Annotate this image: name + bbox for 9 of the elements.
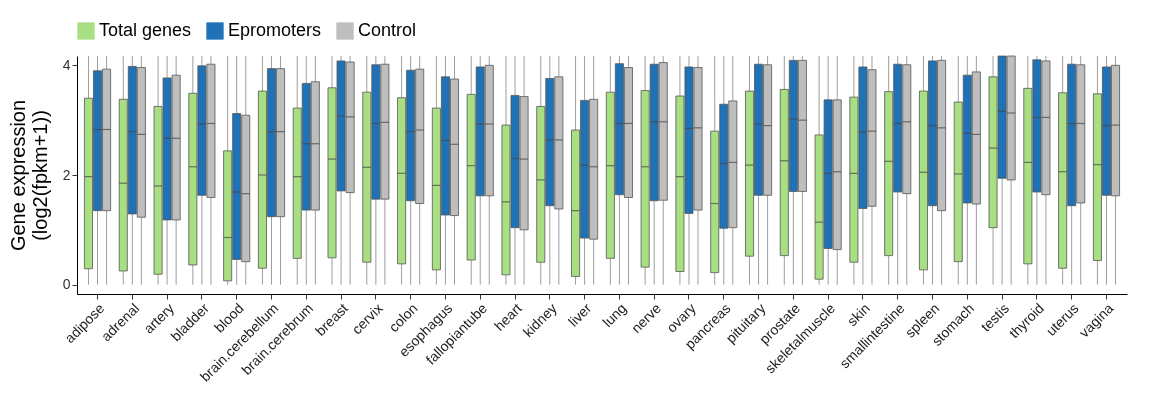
y-axis-title: Gene expression (log2(fpkm+1)) bbox=[6, 99, 51, 252]
legend-label: Control bbox=[358, 20, 417, 40]
y-tick-label: 2 bbox=[62, 166, 71, 183]
legend-label: Total genes bbox=[99, 20, 192, 40]
y-tick-label: 0 bbox=[62, 276, 71, 293]
y-tick-label: 4 bbox=[62, 56, 71, 73]
legend-label: Epromoters bbox=[228, 20, 322, 40]
x-tick-label: liver bbox=[565, 299, 595, 330]
x-tick-label: lung bbox=[599, 300, 630, 331]
